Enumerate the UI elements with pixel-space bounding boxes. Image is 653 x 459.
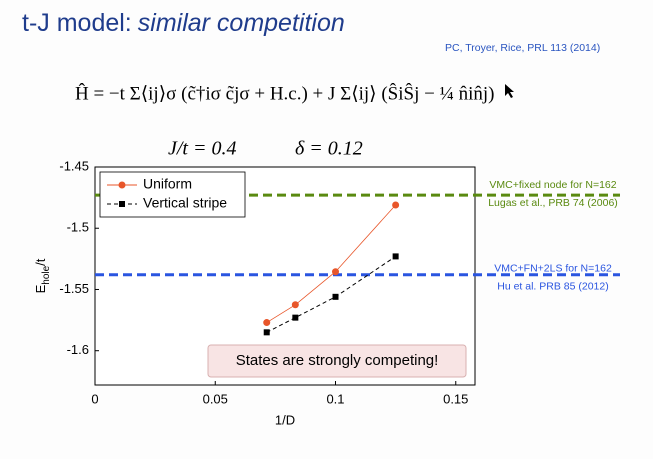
x-tick-label: 0.05 xyxy=(203,391,228,406)
point xyxy=(292,314,299,321)
legend-marker xyxy=(118,181,126,189)
reference-label: Lugas et al., PRB 74 (2006) xyxy=(488,197,618,209)
legend-label: Uniform xyxy=(143,176,192,192)
y-tick-label: -1.45 xyxy=(59,158,89,173)
y-label-main: E xyxy=(33,284,48,293)
annotation-box xyxy=(207,344,467,378)
cursor xyxy=(505,84,514,98)
annotation: States are strongly competing! xyxy=(236,352,439,369)
title-main: t-J model: xyxy=(22,9,132,37)
point xyxy=(392,201,400,209)
point xyxy=(332,268,340,276)
hamiltonian: Ĥ = −t Σ⟨ij⟩σ (c̃†iσ c̃jσ + H.c.) + J Σ⟨… xyxy=(75,82,494,104)
series-line xyxy=(266,204,396,323)
slide-title: t-J model: similar competition xyxy=(22,9,345,37)
x-axis-label: 1/D xyxy=(275,412,295,427)
param: J/t = 0.4 xyxy=(168,138,237,160)
legend-label: Vertical stripe xyxy=(143,195,227,211)
param: δ = 0.12 xyxy=(295,138,363,160)
x-tick-label: 0.15 xyxy=(443,391,468,406)
reference-label: VMC+FN+2LS for N=162 xyxy=(494,263,612,275)
y-tick-label: -1.6 xyxy=(67,342,89,357)
point xyxy=(291,301,299,309)
y-label-sub: hole xyxy=(41,265,52,284)
point xyxy=(332,293,339,300)
x-tick-label: 0.1 xyxy=(326,391,344,406)
point xyxy=(392,253,399,260)
point xyxy=(263,319,271,327)
reference-label: Hu et al. PRB 85 (2012) xyxy=(497,281,608,293)
legend-box xyxy=(99,171,246,218)
x-tick-label: 0 xyxy=(91,391,98,406)
y-tick-label: -1.5 xyxy=(67,220,89,235)
y-tick-label: -1.55 xyxy=(59,281,89,296)
title-italic: similar competition xyxy=(138,9,345,37)
citation: PC, Troyer, Rice, PRL 113 (2014) xyxy=(445,42,600,54)
y-axis-label: Ehole/t xyxy=(33,258,51,293)
legend-marker xyxy=(119,201,125,207)
reference-label: VMC+fixed node for N=162 xyxy=(489,179,616,191)
y-label-tail: /t xyxy=(33,258,48,266)
series-line xyxy=(266,255,396,333)
point xyxy=(263,329,270,336)
